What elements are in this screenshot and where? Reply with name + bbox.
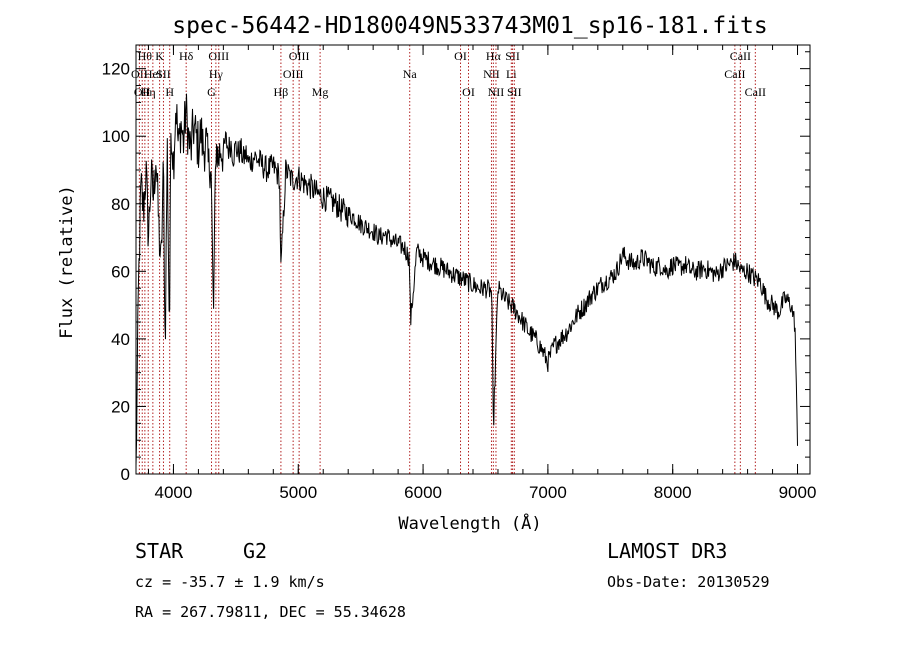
chart-title: spec-56442-HD180049N533743M01_sp16-181.f… [172, 13, 767, 39]
x-tick-label-2: 6000 [404, 483, 442, 502]
y-tick-label-3: 60 [111, 262, 130, 281]
marker-label-10: Hγ [209, 67, 224, 81]
marker-label-12: Hβ [274, 85, 289, 99]
marker-label-22: Li [506, 67, 517, 81]
marker-label-24: SII [507, 85, 522, 99]
marker-label-13: OIII [283, 67, 304, 81]
redshift-value: cz = -35.7 ± 1.9 km/s [135, 573, 325, 591]
y-tick-label-4: 80 [111, 195, 130, 214]
marker-label-1: OII [134, 85, 151, 99]
marker-label-15: Mg [312, 85, 329, 99]
marker-label-3: Hη [141, 85, 156, 99]
marker-label-9: G [207, 85, 216, 99]
x-tick-label-0: 4000 [155, 483, 193, 502]
x-tick-label-5: 9000 [779, 483, 817, 502]
plot-frame [135, 44, 811, 475]
marker-label-26: CaII [730, 49, 751, 63]
marker-label-14: OIII [289, 49, 310, 63]
marker-label-20: Hα [486, 49, 502, 63]
spectral-line-markers: OII OII Hθ Hη HeI K SII H Hδ G Hγ OIII Hβ OIII OIII Mg N… [131, 45, 766, 474]
marker-label-0: OII [131, 67, 148, 81]
marker-label-11: OIII [208, 49, 229, 63]
y-tick-label-1: 20 [111, 397, 130, 416]
marker-label-7: H [165, 85, 174, 99]
marker-label-16: Na [403, 67, 418, 81]
spectrum-series-line [135, 93, 798, 466]
x-tick-label-1: 5000 [279, 483, 317, 502]
y-tick-label-5: 100 [102, 127, 130, 146]
y-axis-label: Flux (relative) [57, 185, 77, 339]
y-tick-label-2: 40 [111, 330, 130, 349]
axis-ticks: 4000 5000 6000 7000 8000 9000 0 20 40 60 80 100 120 [102, 45, 817, 502]
marker-label-2: Hθ [138, 49, 153, 63]
marker-label-8: Hδ [179, 49, 194, 63]
marker-label-6: SII [156, 67, 171, 81]
object-class: STAR [135, 539, 184, 563]
obs-date: Obs-Date: 20130529 [607, 573, 770, 591]
marker-label-17: OI [454, 49, 467, 63]
marker-label-18: OI [462, 85, 475, 99]
marker-label-27: CaII [745, 85, 766, 99]
coordinates: RA = 267.79811, DEC = 55.34628 [135, 603, 406, 621]
marker-label-21: NII [488, 85, 505, 99]
x-tick-label-4: 8000 [654, 483, 692, 502]
x-tick-label-3: 7000 [529, 483, 567, 502]
marker-label-5: K [155, 49, 164, 63]
marker-label-4: HeI [144, 67, 162, 81]
marker-label-25: CaII [724, 67, 745, 81]
x-axis-label: Wavelength (Å) [398, 512, 541, 534]
marker-label-23: SII [505, 49, 520, 63]
survey-name: LAMOST DR3 [607, 539, 728, 563]
subclass: G2 [243, 539, 268, 563]
marker-label-19: NII [483, 67, 500, 81]
y-tick-label-0: 0 [121, 465, 130, 484]
y-tick-label-6: 120 [102, 60, 130, 79]
